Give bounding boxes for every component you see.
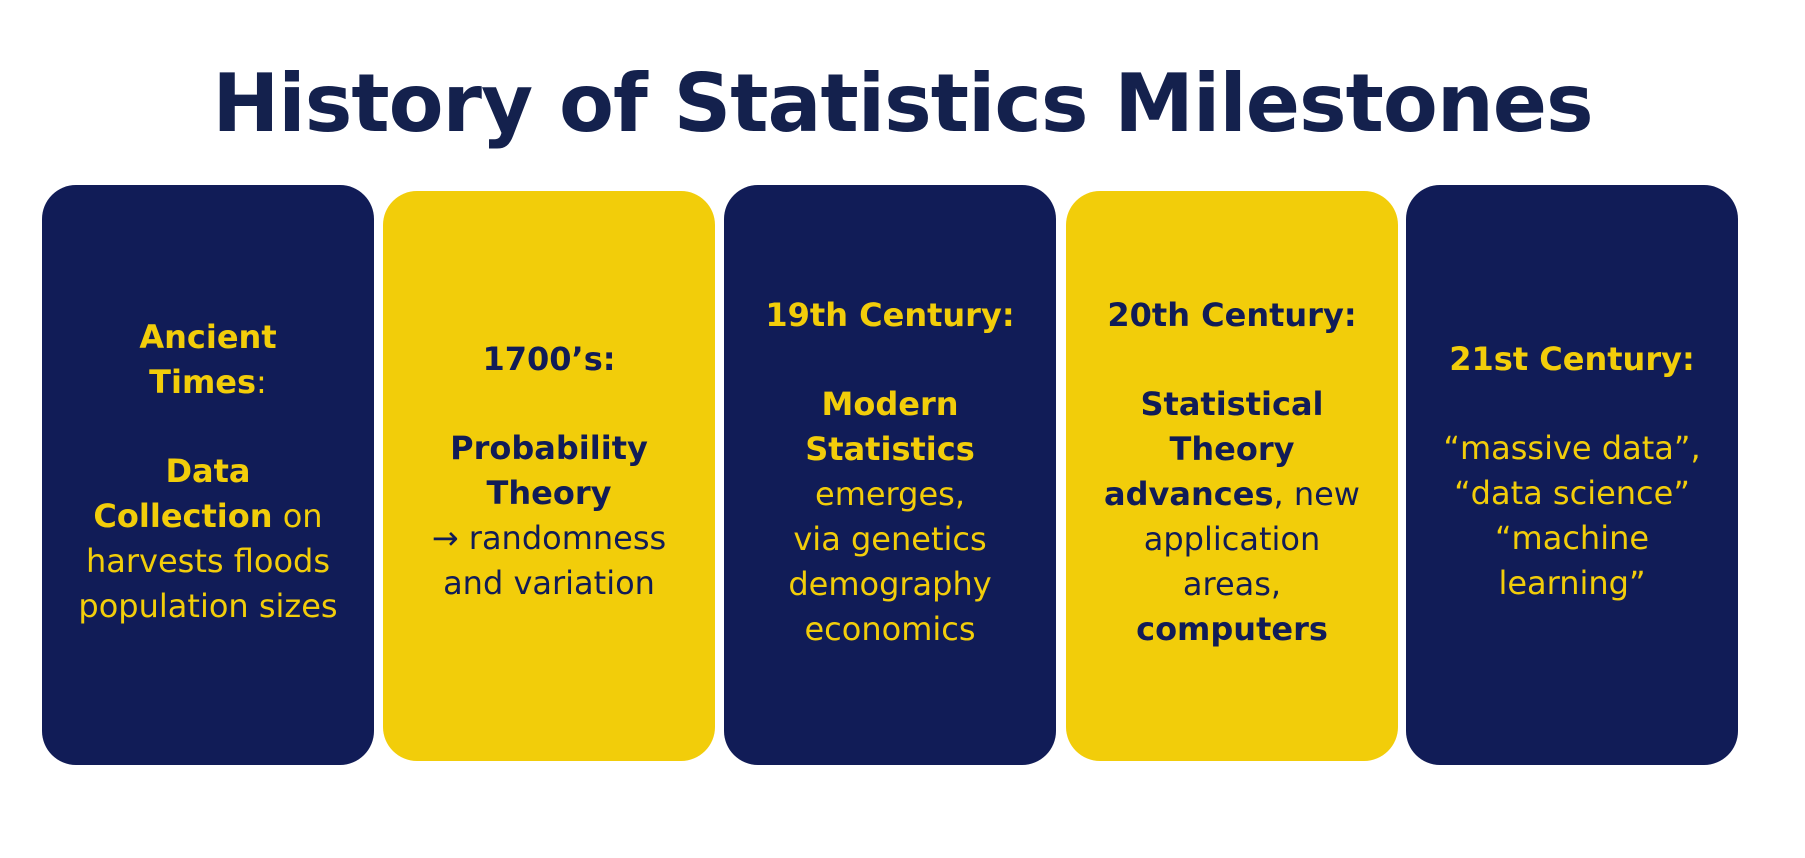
- card-bold-term: Statistical: [1140, 385, 1324, 423]
- card-bold-term: Data: [165, 452, 251, 490]
- page-title: History of Statistics Milestones: [212, 57, 1593, 150]
- milestone-card-ancient-times: Ancient Times: Data Collection on harves…: [42, 185, 374, 765]
- card-text-line: harvests floods: [85, 542, 331, 580]
- card-bold-term: Statistics: [805, 430, 975, 468]
- card-text-line: Collection on: [93, 497, 323, 535]
- card-text-line: economics: [804, 610, 976, 648]
- card-bold-term: Modern: [821, 385, 959, 423]
- card-text-line: application: [1143, 520, 1321, 558]
- card-heading-line: Ancient: [139, 318, 277, 356]
- card-heading: 21st Century:: [1449, 340, 1695, 378]
- card-text-line: advances, new: [1104, 475, 1360, 513]
- card-heading: 1700’s:: [482, 340, 616, 378]
- card-text-line: “machine: [1494, 519, 1650, 557]
- card-text-line: learning”: [1498, 564, 1646, 602]
- milestone-card-20th-century: 20th Century: Statistical Theory advance…: [1066, 191, 1398, 761]
- card-bold-term: computers: [1136, 610, 1328, 648]
- card-text-line: → randomness: [431, 519, 667, 557]
- card-heading: 19th Century:: [765, 296, 1015, 334]
- card-heading-line: Times:: [149, 363, 267, 401]
- card-bold-term: Theory: [1169, 430, 1295, 468]
- card-text-line: areas,: [1182, 565, 1282, 603]
- card-text-line: “massive data”,: [1443, 429, 1701, 467]
- milestone-card-1700s: 1700’s: Probability Theory → randomness …: [383, 191, 715, 761]
- card-text-line: “data science”: [1454, 474, 1690, 512]
- card-text-line: and variation: [443, 564, 655, 602]
- milestone-card-21st-century: 21st Century: “massive data”, “data scie…: [1406, 185, 1738, 765]
- card-heading: 20th Century:: [1107, 296, 1357, 334]
- card-bold-term: Probability: [450, 429, 648, 467]
- card-bold-term: Theory: [486, 474, 612, 512]
- milestone-card-19th-century: 19th Century: Modern Statistics emerges,…: [724, 185, 1056, 765]
- card-text-line: via genetics: [793, 520, 987, 558]
- card-text-line: population sizes: [78, 587, 338, 625]
- card-text-line: emerges,: [815, 475, 965, 513]
- card-text-line: demography: [788, 565, 992, 603]
